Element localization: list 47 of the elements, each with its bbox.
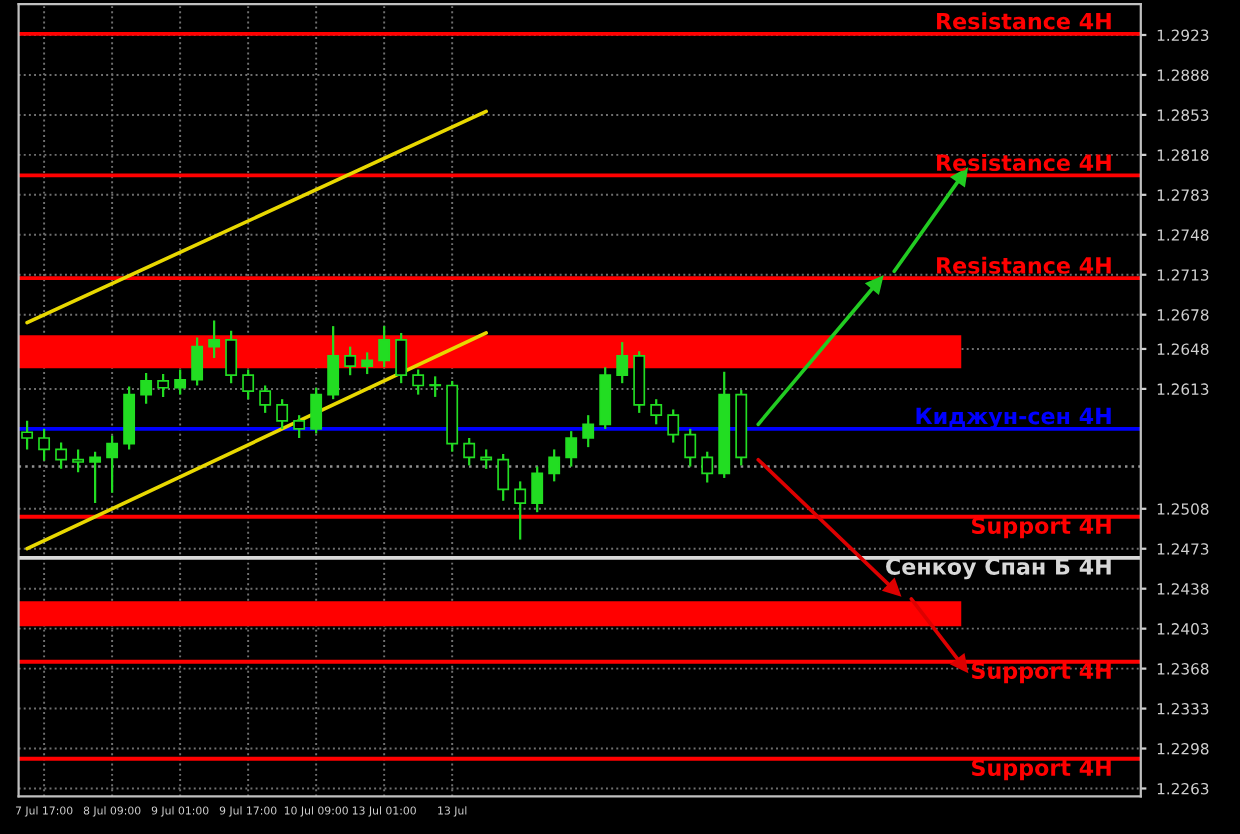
- candlestick: [701, 450, 714, 484]
- ref-line-label: Resistance 4H: [937, 153, 1111, 172]
- candlestick: [463, 436, 476, 467]
- candlestick: [684, 427, 697, 468]
- candlestick: [548, 448, 561, 483]
- ref-line-label: Resistance 4H: [937, 256, 1111, 274]
- candlestick: [157, 372, 170, 399]
- candlestick: [208, 319, 221, 360]
- candlestick: [72, 448, 85, 474]
- candlestick: [429, 375, 442, 399]
- candlestick: [480, 448, 493, 470]
- candlestick: [395, 331, 408, 385]
- candlestick: [531, 465, 544, 514]
- candlestick: [378, 325, 391, 369]
- candlestick: [616, 340, 629, 385]
- candlestick: [276, 398, 289, 430]
- candlestick: [344, 345, 357, 377]
- candlestick: [21, 419, 34, 451]
- candlestick: [361, 351, 374, 376]
- candlestick: [650, 398, 663, 426]
- candlestick: [191, 336, 204, 387]
- candlestick: [225, 329, 238, 385]
- point: [951, 654, 968, 673]
- candlestick: [38, 427, 51, 462]
- candlestick: [259, 384, 272, 414]
- point: [883, 578, 901, 597]
- ref-line-label: Resistance 4H: [937, 12, 1111, 30]
- candlestick: [582, 414, 595, 449]
- candlestick: [242, 368, 255, 401]
- candlestick: [174, 368, 187, 396]
- candlestick: [55, 441, 68, 470]
- candlestick: [140, 371, 153, 405]
- candlestick: [310, 386, 323, 435]
- ref-line-label: Support 4H: [972, 517, 1111, 539]
- candlestick: [497, 452, 510, 502]
- point: [866, 276, 884, 294]
- ref-line-label: Support 4H: [972, 662, 1111, 684]
- ref-line-label: Support 4H: [972, 759, 1111, 781]
- candlestick: [327, 325, 340, 401]
- candlestick: [514, 480, 527, 541]
- candlestick: [89, 450, 102, 505]
- ref-line-label: Киджун-сен 4H: [916, 407, 1111, 429]
- candlestick: [667, 408, 680, 444]
- candlestick: [565, 430, 578, 468]
- candlestick: [293, 414, 306, 440]
- candlestick: [412, 368, 425, 396]
- candlestick: [106, 434, 119, 494]
